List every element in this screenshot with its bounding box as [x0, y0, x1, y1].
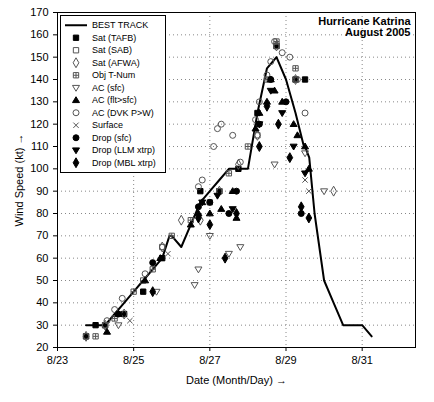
svg-text:130: 130	[30, 95, 48, 107]
svg-text:8/31: 8/31	[351, 354, 372, 366]
svg-text:Drop (MBL xtrp): Drop (MBL xtrp)	[92, 158, 156, 168]
svg-text:AC (flt>sfc): AC (flt>sfc)	[92, 95, 137, 105]
svg-text:100: 100	[30, 162, 48, 174]
svg-text:Hurricane KatrinaAugust 2005: Hurricane KatrinaAugust 2005	[318, 15, 411, 38]
svg-text:Drop (LLM xtrp): Drop (LLM xtrp)	[92, 145, 155, 155]
svg-text:8/29: 8/29	[275, 354, 296, 366]
svg-text:30: 30	[36, 319, 48, 331]
svg-text:AC (sfc): AC (sfc)	[92, 83, 125, 93]
svg-text:8/23: 8/23	[47, 354, 68, 366]
svg-text:110: 110	[31, 140, 49, 152]
svg-text:Sat (TAFB): Sat (TAFB)	[92, 33, 136, 43]
svg-text:Obj T-Num: Obj T-Num	[92, 70, 135, 80]
svg-text:150: 150	[30, 51, 48, 63]
svg-text:90: 90	[36, 185, 48, 197]
svg-text:70: 70	[36, 229, 48, 241]
svg-text:170: 170	[30, 6, 48, 18]
svg-text:Surface: Surface	[92, 120, 123, 130]
svg-text:120: 120	[30, 118, 48, 130]
svg-text:Sat (AFWA): Sat (AFWA)	[92, 58, 140, 68]
svg-text:160: 160	[30, 28, 48, 40]
svg-text:Drop (sfc): Drop (sfc)	[92, 133, 132, 143]
svg-text:AC (DVK P>W): AC (DVK P>W)	[92, 108, 154, 118]
svg-text:BEST TRACK: BEST TRACK	[92, 20, 148, 30]
svg-text:8/27: 8/27	[199, 354, 220, 366]
svg-text:80: 80	[36, 207, 48, 219]
svg-text:Wind Speed (kt) →: Wind Speed (kt) →	[13, 134, 25, 227]
svg-text:Sat (SAB): Sat (SAB)	[92, 45, 132, 55]
svg-text:Date (Month/Day) →: Date (Month/Day) →	[186, 374, 287, 386]
svg-text:8/25: 8/25	[123, 354, 144, 366]
svg-text:60: 60	[36, 252, 48, 264]
svg-text:40: 40	[36, 296, 48, 308]
svg-text:20: 20	[36, 341, 48, 353]
svg-text:140: 140	[30, 73, 48, 85]
svg-text:50: 50	[36, 274, 48, 286]
